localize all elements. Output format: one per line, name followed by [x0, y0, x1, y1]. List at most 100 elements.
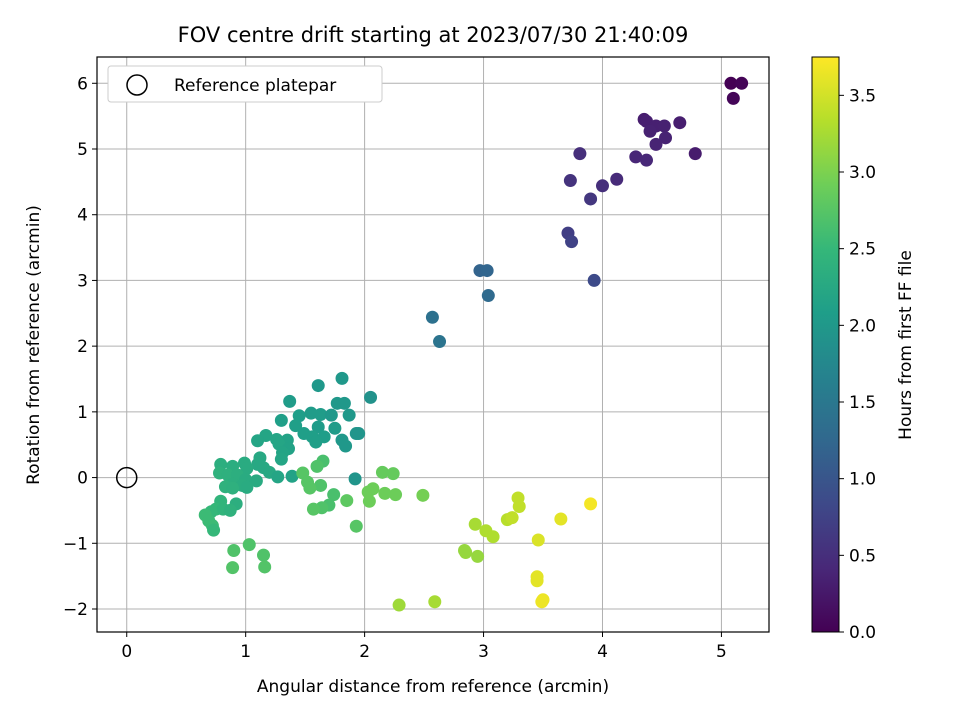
data-point — [311, 379, 325, 393]
legend-box — [107, 65, 383, 103]
colorbar-ticks: 0.0 0.5 1.0 1.5 2.0 2.5 3.0 3.5 — [839, 86, 876, 643]
y-tick-label: 3 — [77, 271, 88, 291]
colorbar-tick-label: 0.5 — [849, 546, 876, 566]
data-point — [378, 486, 392, 500]
data-point — [659, 131, 673, 145]
data-point — [364, 390, 378, 404]
data-point — [629, 150, 643, 164]
data-point — [303, 481, 317, 495]
data-point — [349, 519, 363, 533]
data-point — [207, 523, 221, 537]
data-point — [468, 517, 482, 531]
data-point — [309, 435, 323, 449]
data-point — [375, 465, 389, 479]
data-point — [643, 124, 657, 138]
data-point — [304, 406, 318, 420]
data-point — [310, 459, 324, 473]
data-point — [573, 147, 587, 161]
data-point — [314, 478, 328, 492]
scatter-points — [115, 76, 749, 612]
data-point — [531, 533, 545, 547]
plot-frame — [96, 56, 770, 633]
data-point — [459, 545, 473, 559]
data-point — [386, 467, 400, 481]
x-tick-label: 1 — [240, 642, 251, 662]
y-tick-label: 0 — [77, 469, 88, 489]
data-point — [392, 598, 406, 612]
y-axis-label: Rotation from reference (arcmin) — [24, 205, 44, 485]
data-point — [242, 538, 256, 552]
data-point — [724, 76, 738, 90]
data-point — [726, 91, 740, 105]
data-point — [226, 481, 240, 495]
data-point — [673, 116, 687, 130]
data-point — [433, 335, 447, 349]
data-point — [240, 480, 254, 494]
data-point — [283, 394, 297, 408]
data-point — [274, 452, 288, 466]
data-point — [688, 147, 702, 161]
reference-point-marker — [115, 466, 138, 489]
data-point — [292, 409, 306, 423]
data-point — [471, 549, 485, 563]
data-point — [339, 439, 353, 453]
data-point — [565, 235, 579, 249]
data-point — [274, 413, 288, 427]
y-tick-label: −2 — [63, 600, 88, 620]
y-tick-label: 2 — [77, 337, 88, 357]
colorbar-tick-label: 0.0 — [849, 623, 876, 643]
data-point — [289, 419, 303, 433]
data-point — [584, 497, 598, 511]
y-tick-label: 4 — [77, 206, 88, 226]
data-point — [587, 273, 601, 287]
x-axis-label: Angular distance from reference (arcmin) — [257, 677, 609, 697]
colorbar: 0.0 0.5 1.0 1.5 2.0 2.5 3.0 3.5 Hours from firs… — [811, 56, 916, 643]
data-point — [335, 371, 349, 385]
data-point — [337, 396, 351, 410]
legend-marker-icon — [126, 74, 148, 96]
x-tick-label: 0 — [121, 642, 132, 662]
data-point — [657, 119, 671, 133]
colorbar-label: Hours from first FF file — [896, 250, 916, 440]
data-point — [226, 561, 240, 575]
colorbar-tick-label: 1.0 — [849, 470, 876, 490]
data-point — [342, 408, 356, 422]
data-point — [352, 427, 366, 441]
data-point — [481, 289, 495, 303]
data-point — [649, 137, 663, 151]
data-point — [486, 530, 500, 544]
data-point — [535, 595, 549, 609]
data-point — [306, 502, 320, 516]
data-point — [610, 172, 624, 186]
data-point — [285, 469, 299, 483]
y-tick-label: 5 — [77, 140, 88, 160]
data-point — [425, 310, 439, 324]
data-point — [223, 503, 237, 517]
data-point — [428, 595, 442, 609]
data-point — [314, 407, 328, 421]
data-point — [416, 488, 430, 502]
x-tick-label: 5 — [716, 642, 727, 662]
colorbar-tick-label: 3.5 — [849, 86, 876, 106]
data-point — [327, 488, 341, 502]
x-tick-label: 3 — [478, 642, 489, 662]
data-point — [324, 408, 338, 422]
data-point — [348, 472, 362, 486]
data-point — [328, 421, 342, 435]
data-point — [257, 548, 271, 562]
data-point — [735, 76, 749, 90]
data-point — [480, 264, 494, 278]
y-tick-label: 1 — [77, 403, 88, 423]
data-point — [639, 153, 653, 167]
legend: Reference platepar — [107, 65, 383, 103]
colorbar-tick-label: 1.5 — [849, 393, 876, 413]
data-point — [563, 174, 577, 188]
colorbar-tick-label: 2.5 — [849, 240, 876, 260]
data-point — [311, 420, 325, 434]
data-point — [340, 494, 354, 508]
y-tick-label: −1 — [63, 534, 88, 554]
data-point — [258, 560, 272, 574]
data-point — [554, 512, 568, 526]
axis-ticks: 0 1 2 3 4 5 −2 −1 0 1 2 3 4 5 6 — [63, 74, 727, 662]
x-tick-label: 2 — [359, 642, 370, 662]
